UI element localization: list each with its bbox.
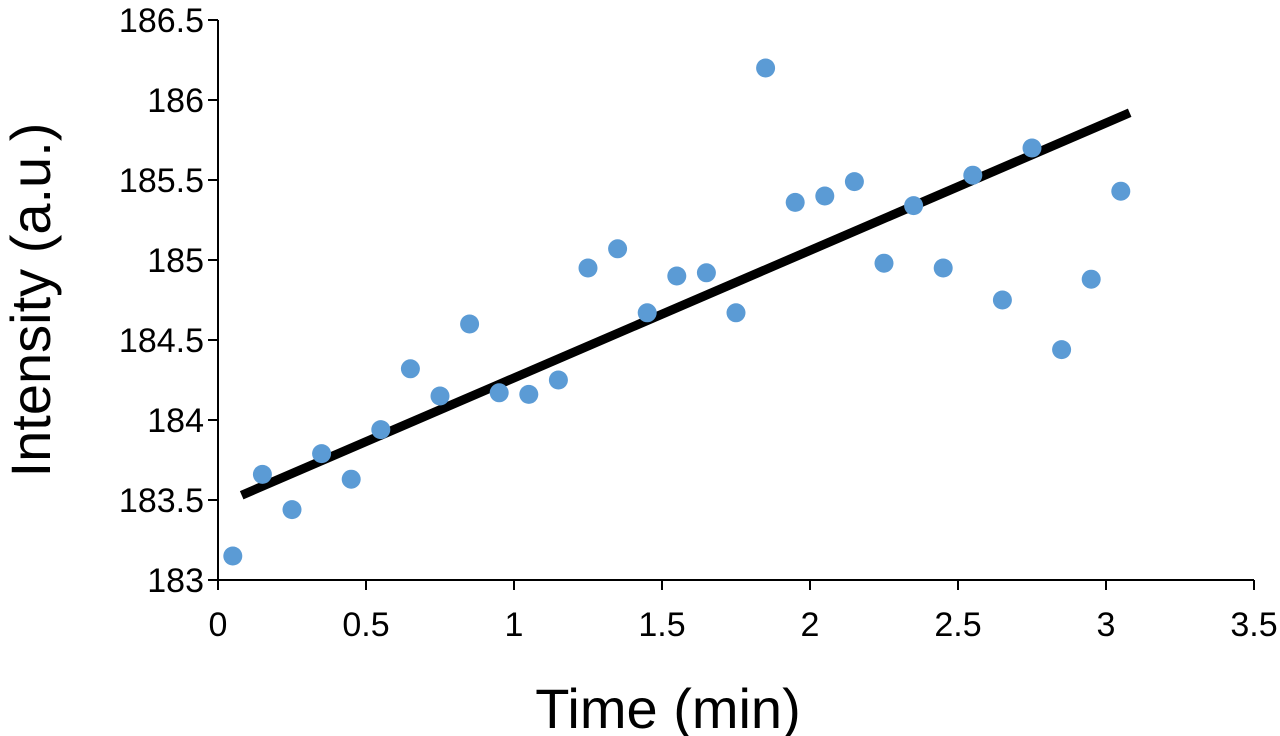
data-point xyxy=(608,239,628,259)
data-point xyxy=(1081,269,1101,289)
x-axis-ticks: 0 0.5 1 1.5 2 2.5 3 3.5 xyxy=(209,580,1278,644)
data-point xyxy=(637,303,657,323)
data-point xyxy=(252,464,272,484)
x-tick-label: 3.5 xyxy=(1230,606,1277,644)
data-point xyxy=(726,303,746,323)
data-point xyxy=(1052,340,1072,360)
data-point xyxy=(223,546,243,566)
y-tick-label: 184.5 xyxy=(119,322,204,360)
x-tick-label: 0.5 xyxy=(342,606,389,644)
data-point xyxy=(519,384,539,404)
y-tick-label: 185.5 xyxy=(119,162,204,200)
data-point xyxy=(785,192,805,212)
data-point xyxy=(933,258,953,278)
data-point xyxy=(548,370,568,390)
x-axis-title: Time (min) xyxy=(535,677,800,736)
data-points xyxy=(223,58,1131,566)
data-point xyxy=(312,444,332,464)
y-tick-label: 183 xyxy=(147,562,204,600)
data-point xyxy=(667,266,687,286)
y-tick-label: 183.5 xyxy=(119,482,204,520)
data-point xyxy=(815,186,835,206)
data-point xyxy=(578,258,598,278)
data-point xyxy=(874,253,894,273)
y-axis-title: Intensity (a.u.) xyxy=(0,123,62,478)
data-point xyxy=(341,469,361,489)
data-point xyxy=(844,172,864,192)
data-point xyxy=(489,383,509,403)
data-point xyxy=(1111,181,1131,201)
data-point xyxy=(756,58,776,78)
data-point xyxy=(282,500,302,520)
data-point xyxy=(460,314,480,334)
data-point xyxy=(696,263,716,283)
data-point xyxy=(1022,138,1042,158)
y-tick-label: 186 xyxy=(147,82,204,120)
data-point xyxy=(963,165,983,185)
data-point xyxy=(400,359,420,379)
axes xyxy=(217,20,1254,581)
x-tick-label: 2 xyxy=(801,606,820,644)
x-tick-label: 0 xyxy=(209,606,228,644)
y-tick-label: 185 xyxy=(147,242,204,280)
data-point xyxy=(430,386,450,406)
y-axis-ticks: 183 183.5 184 184.5 185 185.5 186 186.5 xyxy=(119,2,218,600)
x-tick-label: 1.5 xyxy=(638,606,685,644)
data-point xyxy=(371,420,391,440)
y-tick-label: 186.5 xyxy=(119,2,204,40)
x-tick-label: 1 xyxy=(505,606,524,644)
x-tick-label: 3 xyxy=(1097,606,1116,644)
y-tick-label: 184 xyxy=(147,402,204,440)
data-point xyxy=(992,290,1012,310)
data-point xyxy=(904,196,924,216)
x-tick-label: 2.5 xyxy=(934,606,981,644)
